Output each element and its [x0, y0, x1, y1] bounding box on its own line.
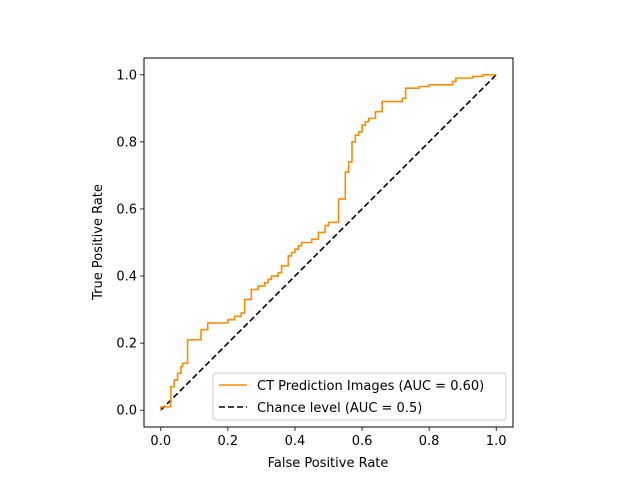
plot-frame: [143, 57, 514, 428]
x-tick-label: 0.6: [352, 434, 373, 449]
chance-level-line: [160, 74, 497, 411]
y-axis-label: True Positive Rate: [91, 184, 106, 301]
legend: CT Prediction Images (AUC = 0.60) Chance…: [212, 372, 507, 421]
y-tick-label: 0.2: [116, 337, 137, 352]
y-tick-label: 0.4: [116, 270, 137, 285]
x-tick-label: 0.0: [150, 434, 171, 449]
legend-label-chance: Chance level (AUC = 0.5): [257, 401, 422, 416]
y-tick-label: 0.8: [116, 135, 137, 150]
y-tick-label: 0.0: [116, 404, 137, 419]
x-axis-label: False Positive Rate: [268, 456, 389, 471]
x-tick-label: 0.8: [419, 434, 440, 449]
x-tick-label: 1.0: [486, 434, 507, 449]
x-tick-label: 0.4: [285, 434, 306, 449]
legend-label-roc: CT Prediction Images (AUC = 0.60): [257, 379, 484, 394]
series-layer: [159, 73, 497, 411]
x-axis-ticks: 0.0 0.2 0.4 0.6 0.8 1.0: [150, 427, 507, 449]
y-tick-label: 1.0: [116, 68, 137, 83]
x-tick-label: 0.2: [218, 434, 239, 449]
roc-curve-line: [159, 73, 497, 411]
y-axis-ticks: 0.0 0.2 0.4 0.6 0.8 1.0: [116, 68, 144, 419]
y-tick-label: 0.6: [116, 202, 137, 217]
legend-box: [212, 372, 507, 421]
